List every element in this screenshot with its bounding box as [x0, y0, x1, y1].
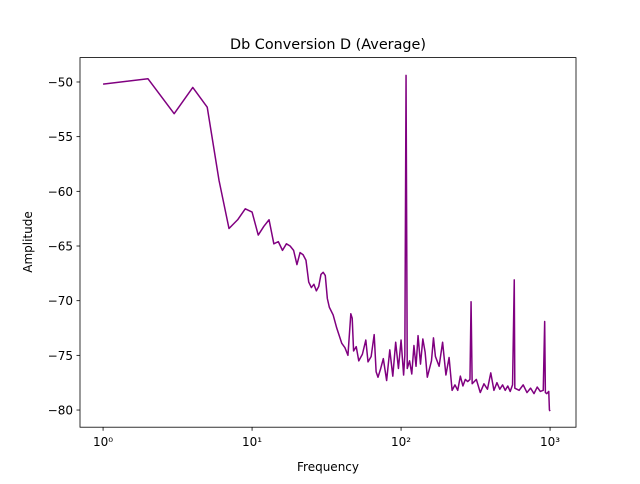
- y-tick-label: −75: [48, 349, 73, 363]
- y-tick-label: −60: [48, 185, 73, 199]
- x-axis-label: Frequency: [297, 460, 359, 474]
- y-tick-label: −50: [48, 75, 73, 89]
- y-tick-label: −55: [48, 130, 73, 144]
- chart-title: Db Conversion D (Average): [230, 37, 426, 53]
- y-tick-label: −70: [48, 294, 73, 308]
- x-tick-label: 10³: [540, 435, 560, 449]
- x-tick-label: 10⁰: [93, 435, 113, 449]
- y-tick-label: −80: [48, 404, 73, 418]
- y-tick-label: −65: [48, 240, 73, 254]
- plot-frame: [79, 57, 577, 428]
- data-line: [102, 74, 551, 412]
- y-axis-label: Amplitude: [21, 211, 35, 273]
- x-tick-label: 10²: [391, 435, 411, 449]
- x-tick-label: 10¹: [242, 435, 262, 449]
